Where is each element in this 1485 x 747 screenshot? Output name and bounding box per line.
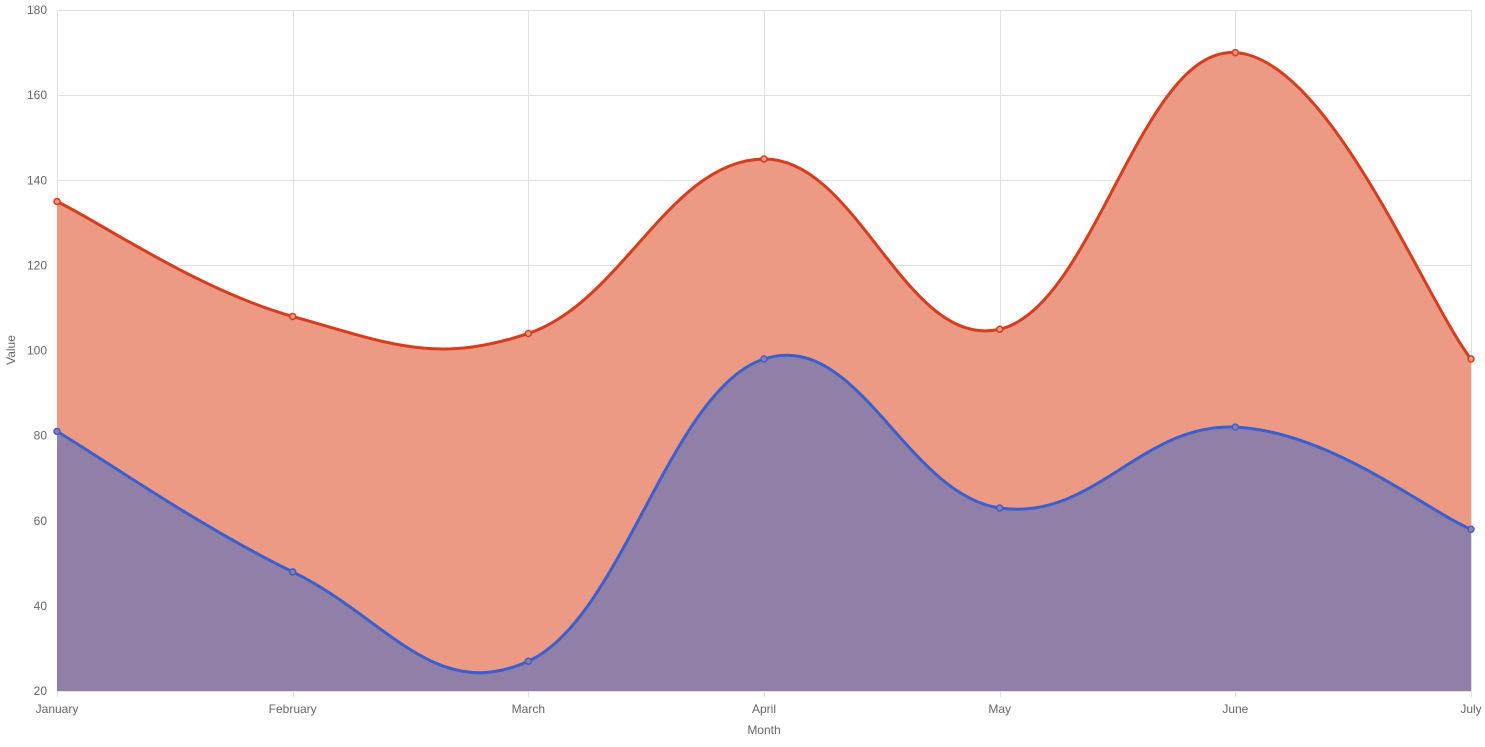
- series-1-line: [55, 51, 1473, 361]
- y-tick-label: 20: [34, 684, 48, 698]
- y-tick-label: 80: [34, 429, 48, 443]
- y-axis-ticks: 20 40 60 80 100 120 140 160 180: [27, 3, 47, 698]
- series-1-point[interactable]: [995, 325, 1004, 333]
- series-points: [53, 48, 1475, 665]
- x-tick-label: July: [1460, 702, 1481, 716]
- x-tick-label: January: [36, 702, 79, 716]
- y-tick-label: 160: [27, 88, 47, 102]
- x-tick-label: March: [512, 702, 545, 716]
- x-tick-label: February: [269, 702, 317, 716]
- series-2-point[interactable]: [1231, 423, 1240, 431]
- series-2-area: [57, 355, 1471, 691]
- series-areas: [57, 52, 1471, 692]
- y-tick-label: 100: [27, 344, 47, 358]
- x-axis-title: Month: [747, 723, 780, 737]
- series-2-point[interactable]: [53, 427, 61, 436]
- series-2-point[interactable]: [288, 568, 297, 576]
- x-tick-label: June: [1222, 702, 1248, 716]
- y-tick-label: 40: [34, 599, 48, 613]
- y-tick-label: 180: [27, 3, 47, 17]
- series-1-point[interactable]: [760, 155, 768, 163]
- series-2-point[interactable]: [1467, 525, 1475, 534]
- y-tick-label: 60: [34, 514, 48, 528]
- y-tick-label: 120: [27, 258, 47, 272]
- y-tick-label: 140: [27, 173, 47, 187]
- x-tick-label: April: [752, 702, 776, 716]
- series-1-point[interactable]: [524, 329, 533, 338]
- series-2-point[interactable]: [524, 657, 533, 665]
- y-axis-title: Value: [4, 335, 18, 365]
- series-1-point[interactable]: [1231, 48, 1240, 57]
- x-axis-ticks: January February March April May June July: [36, 702, 1482, 716]
- x-tick-label: May: [988, 702, 1011, 716]
- series-1-point[interactable]: [53, 197, 61, 206]
- series-1-point[interactable]: [1467, 355, 1475, 363]
- series-1-point[interactable]: [288, 312, 297, 321]
- series-2-point[interactable]: [995, 504, 1004, 512]
- series-2-point[interactable]: [760, 355, 768, 363]
